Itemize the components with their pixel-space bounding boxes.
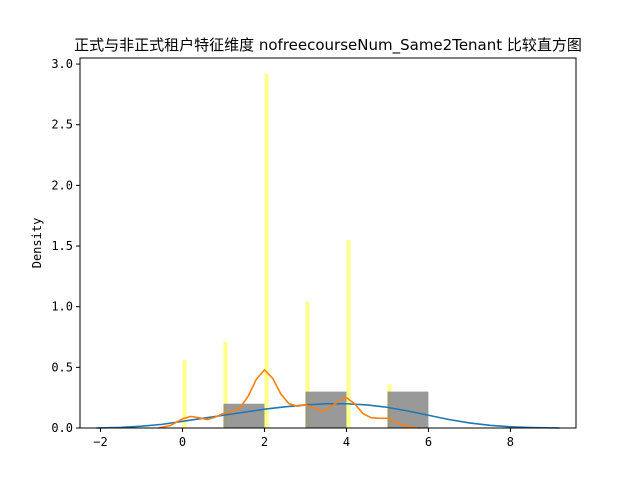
- bar-s1-4: [387, 391, 429, 428]
- x-tick-label-3: 4: [343, 435, 350, 449]
- x-tick-label-4: 6: [425, 435, 432, 449]
- y-tick-label-0: 0.0: [51, 421, 73, 435]
- x-tick-label-1: 0: [179, 435, 186, 449]
- x-axis: −2 0 2 4 6 8: [93, 428, 514, 449]
- y-tick-label-4: 2.0: [51, 178, 73, 192]
- y-tick-label-3: 1.5: [51, 239, 73, 253]
- y-axis: 0.0 0.5 1.0 1.5 2.0 2.5 3.0: [51, 57, 80, 435]
- x-tick-label-2: 2: [261, 435, 268, 449]
- chart-title: 正式与非正式租户特征维度 nofreecourseNum_Same2Tenant…: [74, 36, 582, 55]
- y-tick-label-6: 3.0: [51, 57, 73, 71]
- x-tick-label-5: 8: [507, 435, 514, 449]
- bar-s0-3: [305, 301, 310, 428]
- bar-s0-0: [182, 360, 187, 428]
- y-axis-label: Density: [30, 218, 44, 269]
- y-tick-label-1: 0.5: [51, 360, 73, 374]
- y-tick-label-5: 2.5: [51, 118, 73, 132]
- y-tick-label-2: 1.0: [51, 300, 73, 314]
- plot-area: [96, 73, 560, 429]
- bar-s0-2: [264, 73, 269, 428]
- bar-s1-0: [223, 403, 265, 428]
- x-tick-label-0: −2: [93, 435, 107, 449]
- density-line-3: [157, 368, 421, 429]
- axes-frame: [79, 57, 577, 429]
- bar-s0-1: [223, 341, 228, 428]
- bar-s0-4: [346, 239, 351, 428]
